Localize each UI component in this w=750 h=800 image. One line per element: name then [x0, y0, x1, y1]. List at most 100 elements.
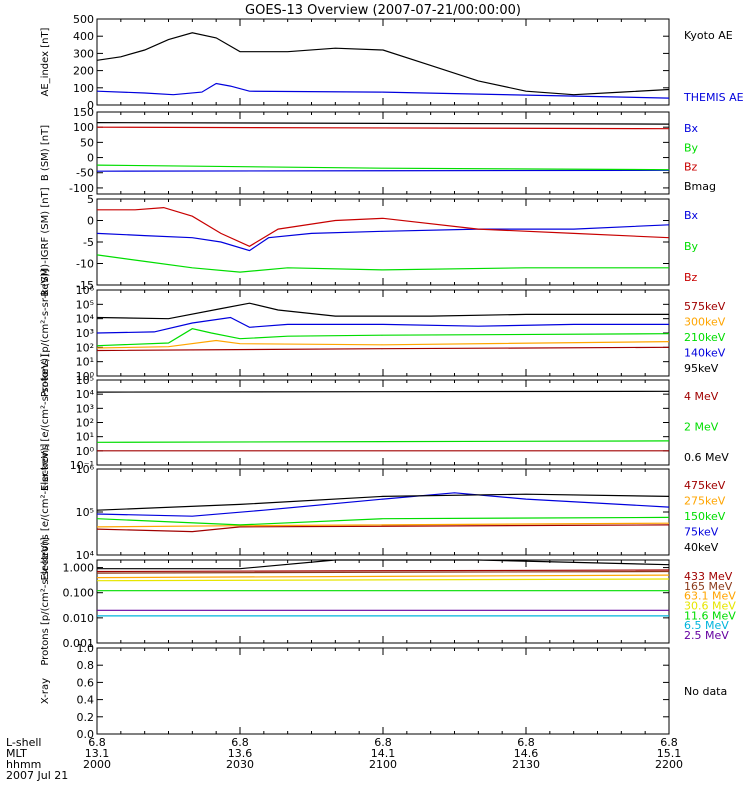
series-line [96, 224, 670, 252]
legend-entry: 11.6 MeV [684, 609, 736, 622]
series-line [97, 206, 670, 247]
y-tick-label: 500 [73, 13, 94, 26]
y-tick-label: 0.2 [77, 711, 95, 724]
y-axis-label: Electrons [e/(cm²-s-sr-keV)] [40, 354, 51, 491]
panel-6: 10⁴ 10⁵ 10⁶ Electrons [e/(cm²-s-sr-keV)] 475… [40, 443, 726, 580]
legend-entry: 275keV [684, 495, 726, 508]
legend-entry: 575keV [684, 300, 726, 313]
y-tick-label: 400 [73, 30, 94, 43]
footer-hhmm: 2100 [369, 758, 397, 771]
y-tick-label: 10⁰ [76, 370, 95, 383]
legend-entry: 300keV [684, 316, 726, 329]
legend-entry: By [684, 240, 699, 253]
y-tick-label: 300 [73, 47, 94, 60]
series-line [96, 254, 669, 273]
footer-lshell: 6.8 [517, 736, 535, 749]
legend-entry: 0.6 MeV [684, 451, 729, 464]
y-tick-label: 10³ [76, 327, 94, 340]
y-tick-label: 10⁵ [76, 374, 94, 387]
y-tick-label: -5 [83, 236, 94, 249]
panel-8: 0.0 0.2 0.4 0.6 0.8 1.0 X-ray No data [40, 642, 727, 741]
footer-row-label: MLT [6, 747, 27, 760]
y-tick-label: 10⁴ [76, 388, 95, 401]
y-tick-label: 5 [87, 193, 94, 206]
legend-entry: 475keV [684, 479, 726, 492]
y-tick-label: 100 [73, 121, 94, 134]
y-tick-label: -15 [76, 279, 94, 292]
y-axis-label: B (SM) [nT] [40, 125, 51, 181]
legend-entry: 6.5 MeV [684, 619, 729, 632]
panel-1: 0 100 200 300 400 500 AE_index [nT] Kyoto AE THE… [40, 13, 744, 112]
legend-entry: Bx [684, 209, 699, 222]
series-line [96, 316, 669, 334]
y-tick-label: 10⁵ [76, 506, 94, 519]
footer-lshell: 6.8 [660, 736, 678, 749]
panel-3: -15 -10 -5 0 5 B (SM)-IGRF (SM) [nT] Bx By Bz [40, 187, 699, 296]
series-line [96, 492, 670, 517]
y-tick-label: 10¹ [76, 356, 94, 369]
y-tick-label: 10³ [76, 402, 94, 415]
panel-frame [96, 198, 670, 286]
y-axis-label: Protons [p/(cm²-s-sr-keV)] [40, 537, 51, 665]
legend-entry: 2.5 MeV [684, 629, 729, 642]
series-line [96, 570, 670, 574]
series-line [96, 493, 670, 511]
legend-entry: Bx [684, 122, 699, 135]
legend-entry: Kyoto AE [684, 29, 733, 42]
legend-entry: 150keV [684, 510, 726, 523]
legend-entry: 140keV [684, 347, 726, 360]
y-tick-label: 0.001 [63, 637, 95, 650]
footer-mlt: 15.1 [657, 747, 682, 760]
y-tick-label: 0.4 [77, 694, 95, 707]
y-tick-label: 0.100 [63, 587, 95, 600]
series-line [96, 440, 670, 443]
y-tick-label: 1.000 [63, 562, 95, 575]
legend-entry: Bz [684, 161, 698, 174]
legend-entry: Bmag [684, 180, 716, 193]
footer-lshell: 6.8 [88, 736, 106, 749]
footer-row-label: L-shell [6, 736, 42, 749]
y-tick-label: 10⁵ [76, 298, 94, 311]
legend-entry: Bz [684, 271, 698, 284]
legend-entry: THEMIS AE [683, 91, 744, 104]
legend-entry: 165 MeV [684, 580, 733, 593]
legend-entry: By [684, 141, 699, 154]
footer-lshell: 6.8 [374, 736, 392, 749]
y-tick-label: 10² [76, 417, 94, 430]
chart-title: GOES-13 Overview (2007-07-21/00:00:00) [245, 3, 521, 18]
y-axis-label: Electrons [e/(cm²-s-sr-keV)] [40, 443, 51, 580]
legend-entry: 75keV [684, 526, 719, 539]
y-axis-label: X-ray [40, 678, 51, 704]
y-tick-label: 1.0 [77, 642, 95, 655]
y-tick-label: 10⁰ [76, 445, 95, 458]
y-tick-label: 0.6 [77, 676, 95, 689]
panel-frame [96, 289, 670, 377]
y-tick-label: 10¹ [76, 431, 94, 444]
legend-entry: 63.1 MeV [684, 590, 736, 603]
series-line [96, 32, 670, 96]
series-line [97, 559, 670, 570]
footer-mlt: 14.1 [371, 747, 396, 760]
y-tick-label: 10⁶ [76, 284, 95, 297]
y-axis-label: Protons [p/(cm²-s-sr-keV)] [40, 269, 51, 397]
panel-2: -100 -50 0 50 100 150 B (SM) [nT] Bx By Bz Bmag [40, 106, 716, 195]
series-line [96, 346, 670, 352]
footer-hhmm: 2130 [512, 758, 540, 771]
series-line [96, 516, 670, 526]
y-tick-label: 10⁴ [76, 549, 95, 562]
series-line [96, 169, 670, 172]
series-line [96, 578, 670, 582]
footer-mlt: 13.1 [85, 747, 110, 760]
legend-entry: 40keV [684, 541, 719, 554]
footer-row-label: 2007 Jul 21 [6, 769, 68, 782]
y-tick-label: 0.8 [77, 659, 95, 672]
y-tick-label: 0.0 [77, 728, 95, 741]
series-line [96, 302, 669, 320]
y-axis-label: B (SM)-IGRF (SM) [nT] [40, 187, 51, 296]
y-tick-label: -100 [69, 182, 94, 195]
footer-mlt: 13.6 [228, 747, 253, 760]
